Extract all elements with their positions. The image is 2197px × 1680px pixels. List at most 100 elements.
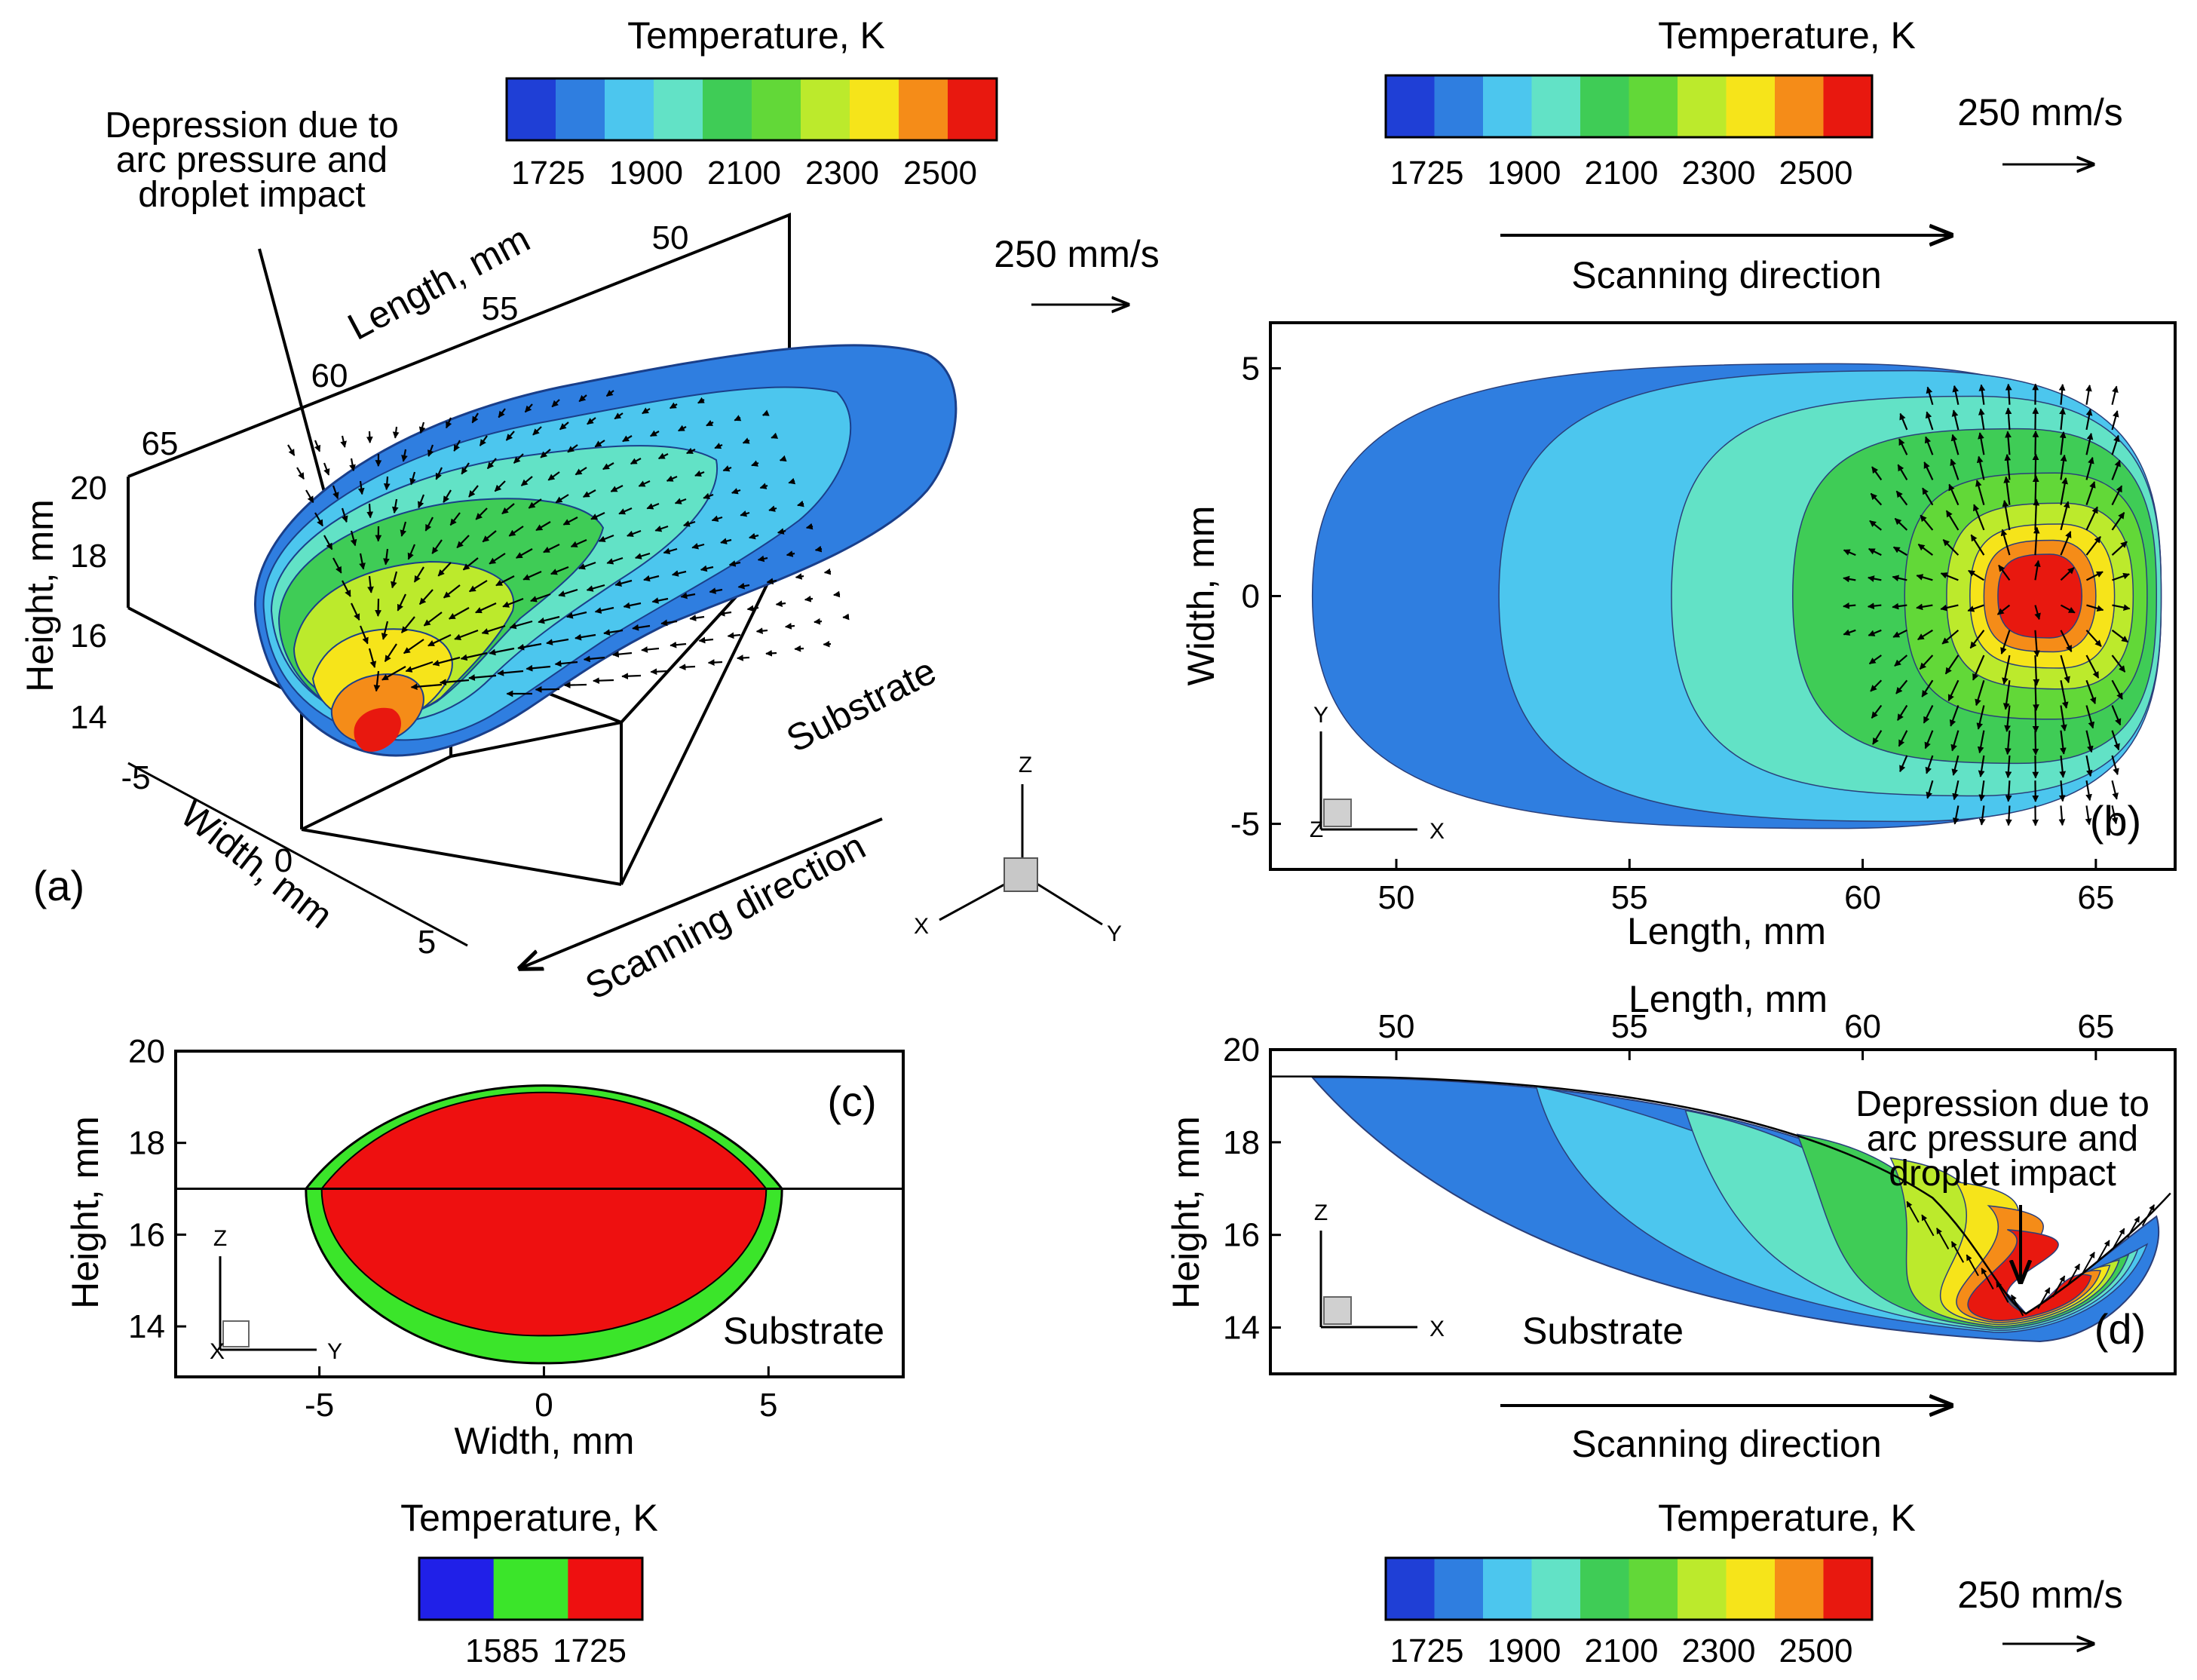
panel-b-velocity-vector xyxy=(1996,604,2011,615)
panel-a-velocity-vector xyxy=(786,550,795,557)
panel-b-velocity-vector xyxy=(1924,730,1934,750)
legend-a-swatch xyxy=(703,78,752,140)
panel-b-xtick: 50 xyxy=(1378,879,1415,916)
panel-a-velocity-vector xyxy=(381,666,406,681)
panel-a-velocity-vector xyxy=(646,502,660,510)
panel-d-velocity-vector xyxy=(2141,1204,2156,1226)
legend-c-bar xyxy=(418,1556,644,1621)
panel-a-length-tick-65: 65 xyxy=(142,425,179,462)
legend-a-tick: 1725 xyxy=(511,155,585,192)
panel-b-velocity-vector xyxy=(1843,549,1856,556)
panel-b-velocity-vector xyxy=(1978,805,1986,826)
panel-d-velocity-vector xyxy=(1950,1240,1965,1263)
panel-a-velocity-vector xyxy=(575,467,587,476)
panel-b-isotherm-band xyxy=(1997,553,2083,639)
panel-a-tag: (a) xyxy=(33,862,84,909)
panel-b-velocity-vector xyxy=(2002,680,2011,710)
panel-a-velocity-vector xyxy=(742,437,750,444)
panel-b-velocity-vector xyxy=(1967,604,1984,612)
panel-b-velocity-vector xyxy=(2005,755,2012,779)
panel-a-velocity-vector xyxy=(323,535,333,550)
legend-d-swatch xyxy=(1531,1558,1581,1620)
panel-b-velocity-vector xyxy=(1977,730,1985,754)
panel-a-velocity-vector xyxy=(643,575,660,582)
panel-b-xlabel: Length, mm xyxy=(1627,910,1826,952)
panel-b-velocity-vector xyxy=(1871,704,1883,719)
legend-b-swatch xyxy=(1726,75,1776,137)
panel-b-velocity-vector xyxy=(2085,679,2097,704)
panel-b-velocity-vector xyxy=(2060,501,2070,531)
panel-d-xlabel: Length, mm xyxy=(1629,978,1828,1020)
panel-b-velocity-vector xyxy=(2059,407,2066,431)
panel-a-velocity-vector xyxy=(435,467,443,480)
panel-a-velocity-vector xyxy=(407,544,416,560)
panel-a-velocity-vector xyxy=(296,467,305,480)
panel-b-velocity-vector xyxy=(1871,466,1883,481)
panel-b-velocity-vector xyxy=(1923,461,1934,480)
panel-b-velocity-vector xyxy=(2085,571,2104,581)
panel-c-triad-x: X xyxy=(210,1339,225,1364)
panel-a-velocity-vector xyxy=(761,409,770,416)
panel-a-velocity-vector xyxy=(575,633,596,641)
panel-a-width-tick-neg5: -5 xyxy=(121,759,150,796)
legend-b-swatch xyxy=(1678,75,1727,137)
panel-b-velocity-vector xyxy=(2000,529,2011,556)
legend-d-tick: 2500 xyxy=(1779,1632,1853,1669)
panel-b-velocity-vector xyxy=(1892,629,1907,638)
panel-b-velocity-vector xyxy=(2059,730,2067,755)
legend-d-swatch xyxy=(1483,1558,1532,1620)
panel-a-height-tick-18: 18 xyxy=(70,538,107,575)
panel-a-velocity-vector xyxy=(475,602,497,614)
panel-b-velocity-vector xyxy=(2085,481,2096,506)
panel-b-velocity-vector xyxy=(2033,526,2040,556)
panel-b-triad-y: Y xyxy=(1313,703,1328,728)
panel-b-velocity-vector xyxy=(2085,409,2093,431)
panel-b-velocity-vector xyxy=(1945,510,1960,531)
panel-a-velocity-vector xyxy=(795,573,804,580)
panel-d-velocity-vector xyxy=(2052,1275,2066,1298)
panel-b-velocity-vector xyxy=(2060,531,2072,556)
panel-a-velocity-vector xyxy=(410,683,443,691)
panel-a-velocity-vector xyxy=(468,580,488,593)
panel-b-velocity-vector xyxy=(1897,704,1908,721)
panel-b-velocity-vector xyxy=(1898,438,1908,455)
panel-b-velocity-vector xyxy=(1868,575,1882,582)
panel-a-velocity-vector xyxy=(383,548,390,566)
panel-d-velocity-vector xyxy=(2082,1251,2095,1274)
legend-c-swatch xyxy=(419,1558,495,1620)
panel-a-velocity-vector xyxy=(727,632,741,639)
panel-b-velocity-vector xyxy=(2034,605,2041,621)
panel-d-axis-triad: Z X xyxy=(1314,1200,1445,1341)
panel-b-plot-area xyxy=(1311,363,2162,829)
panel-b-velocity-vector xyxy=(2111,629,2128,643)
panel-b-velocity-vector xyxy=(1917,629,1933,641)
panel-a-velocity-vector xyxy=(746,605,759,612)
panel-a-velocity-vector xyxy=(766,578,777,585)
panel-b-velocity-vector xyxy=(2111,730,2120,751)
legend-d-swatch xyxy=(1678,1558,1727,1620)
panel-c-ylabel: Height, mm xyxy=(64,1116,106,1309)
panel-a-velocity-vector xyxy=(805,523,814,530)
panel-a-velocity-vector xyxy=(706,419,714,427)
panel-a-velocity-vector xyxy=(651,597,669,604)
panel-a-velocity-vector xyxy=(443,584,461,599)
panel-b-velocity-vector xyxy=(1948,483,1960,506)
panel-a-velocity-vector xyxy=(555,494,569,504)
panel-d-tag: (d) xyxy=(2094,1305,2146,1353)
panel-a-velocity-vector xyxy=(737,582,750,590)
panel-a-vector-ref-label: 250 mm/s xyxy=(994,233,1160,275)
panel-a-velocity-vector xyxy=(610,485,624,492)
panel-b-yticks: -5 0 5 xyxy=(1230,350,1281,843)
legend-d-ticks: 1725 1900 2100 2300 2500 xyxy=(1390,1632,1853,1669)
panel-b-velocity-vector xyxy=(2085,456,2094,480)
panel-b-velocity-vector xyxy=(1975,480,1985,505)
panel-c-ytick: 16 xyxy=(128,1216,165,1253)
panel-a-velocity-vector xyxy=(660,619,678,627)
panel-a-scan-arrow xyxy=(520,817,883,968)
legend-a-swatch xyxy=(899,78,948,140)
panel-b-velocity-vector xyxy=(1872,730,1883,745)
legend-d-tick: 1725 xyxy=(1390,1632,1464,1669)
panel-a-velocity-vector xyxy=(471,412,479,424)
panel-b-velocity-vector xyxy=(2005,407,2012,431)
